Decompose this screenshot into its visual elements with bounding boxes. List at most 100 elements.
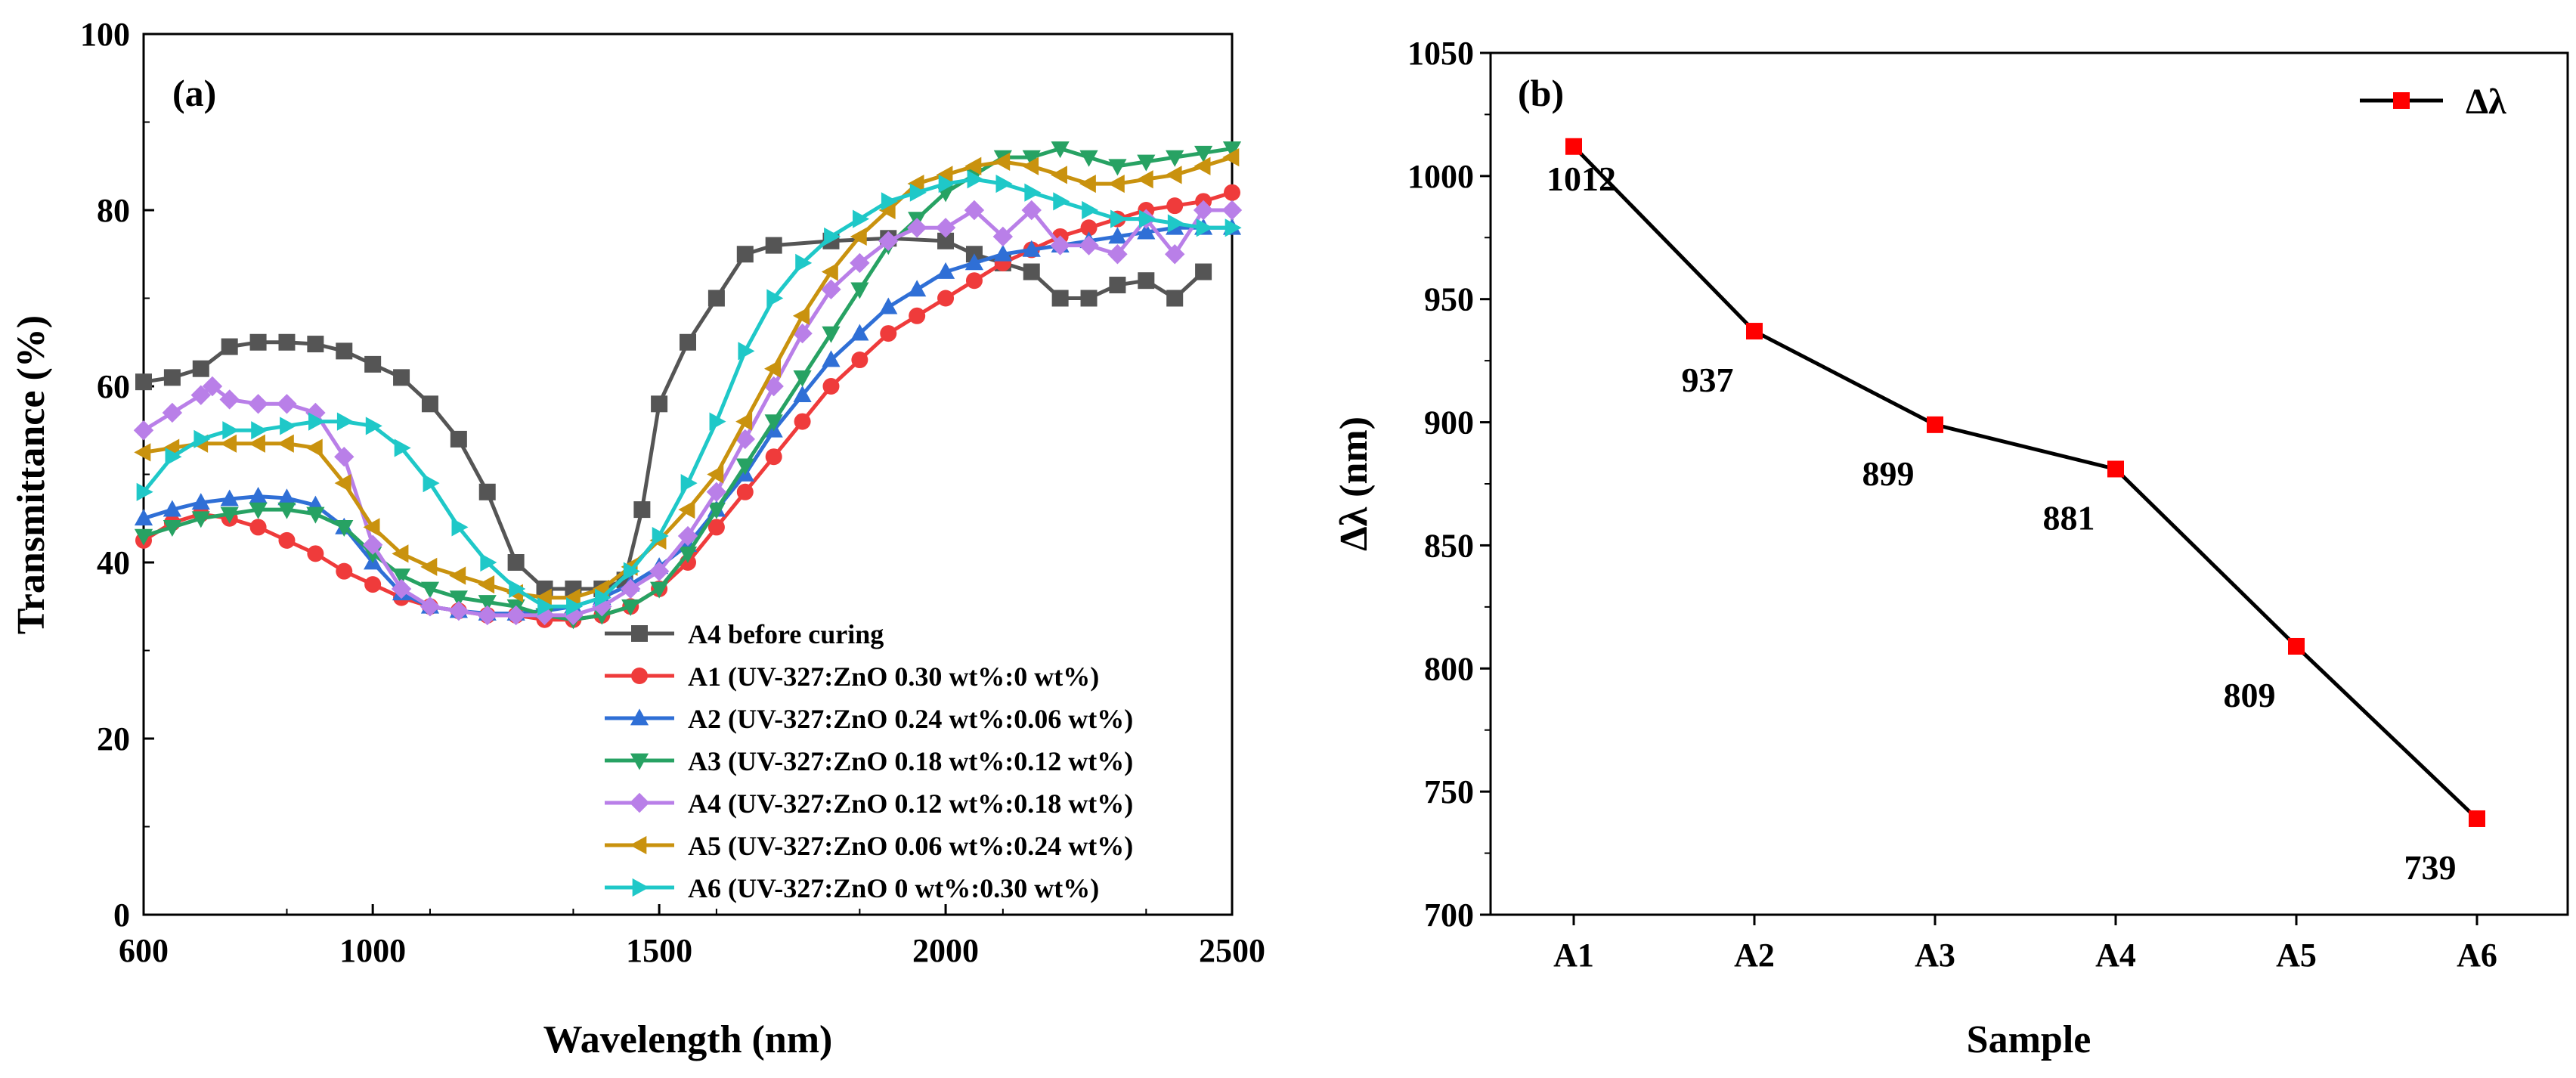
series-line [143,236,1205,591]
data-point [707,290,725,307]
data-point [362,534,383,555]
data-point [1050,235,1070,256]
panel-b-series: 1012 937 899 881 809 739 [1547,138,2485,887]
data-point [190,385,211,405]
data-point [537,597,555,616]
data-point [707,519,725,536]
data-point [192,360,209,377]
data-point [1565,138,1582,155]
y-tick-label: 1000 [1407,158,1474,195]
data-value-label: 937 [1682,361,1734,399]
legend-marker [630,835,647,855]
y-tick-label: 100 [80,16,130,53]
data-point [1051,141,1070,159]
data-point [594,588,611,607]
data-point [277,394,297,414]
x-tick-label: A1 [1553,937,1594,974]
data-point [621,578,641,599]
data-point [909,183,927,202]
data-point [792,306,810,325]
panel-b-label: (b) [1518,72,1564,114]
data-point [735,458,754,475]
data-point [423,474,440,493]
data-point [878,200,896,220]
data-point [1138,272,1155,290]
data-point [850,252,870,274]
data-point [277,488,296,506]
data-point [736,246,754,263]
data-point [738,342,755,361]
data-point [249,519,267,536]
x-tick-label: 1000 [339,932,406,969]
series-4 [134,141,1242,630]
legend-marker [630,708,649,726]
data-point [220,434,237,453]
data-point [765,448,782,466]
data-point [136,482,153,501]
legend-marker [629,792,650,813]
data-point [1196,218,1213,237]
data-point [1221,200,1243,221]
data-point [1194,156,1211,175]
data-point [623,562,640,581]
data-point [822,378,840,395]
data-point [563,605,584,626]
data-point [1137,154,1156,172]
legend-marker [630,753,649,770]
y-tick-label: 0 [113,897,130,934]
data-point [280,417,297,435]
data-point [277,434,294,453]
data-point [881,192,898,211]
data-point [937,232,955,249]
data-point [448,600,469,621]
data-point [1194,145,1213,163]
legend-label: A6 (UV-327:ZnO 0 wt%:0.30 wt%) [688,873,1099,903]
data-point [1053,192,1070,211]
x-tick-label: A4 [2095,937,2136,974]
data-point [993,152,1011,172]
panel-a-y-axis-title: Transmittance (%) [10,315,53,634]
panel-b-x-axis-title: Sample [1967,1018,2091,1061]
data-point [649,561,670,581]
data-point [392,568,411,586]
data-point [794,413,811,430]
legend-label: A5 (UV-327:ZnO 0.06 wt%:0.24 wt%) [688,831,1133,861]
data-point [1107,244,1128,265]
data-point [821,262,838,281]
data-point [163,438,180,457]
data-point [2107,460,2124,478]
data-point [935,218,956,238]
data-point [850,324,869,341]
data-point [534,605,555,626]
data-point [1109,277,1126,294]
data-point [764,414,783,432]
data-point [421,395,438,413]
data-point [134,509,153,526]
data-point [393,369,410,386]
data-point [1138,209,1156,228]
data-point [1136,170,1153,189]
data-point [1079,150,1098,167]
data-point [249,333,267,351]
data-point [194,429,211,448]
data-point [1108,159,1127,176]
panel-a-plot-frame [142,33,1234,916]
y-tick-label: 80 [97,192,130,229]
data-point [909,307,926,324]
data-point [735,429,755,450]
series-6 [134,148,1240,607]
data-point [420,596,441,617]
data-point [336,412,354,431]
data-point [478,575,495,594]
data-point [249,502,268,519]
data-point [364,355,382,373]
data-point [1166,290,1184,307]
data-point [336,342,353,360]
data-point [306,506,325,524]
y-tick-label: 800 [1424,650,1474,687]
data-point [506,605,526,626]
series-7 [136,170,1242,616]
data-point [1080,290,1098,307]
data-point [964,200,985,221]
data-point [251,421,268,440]
